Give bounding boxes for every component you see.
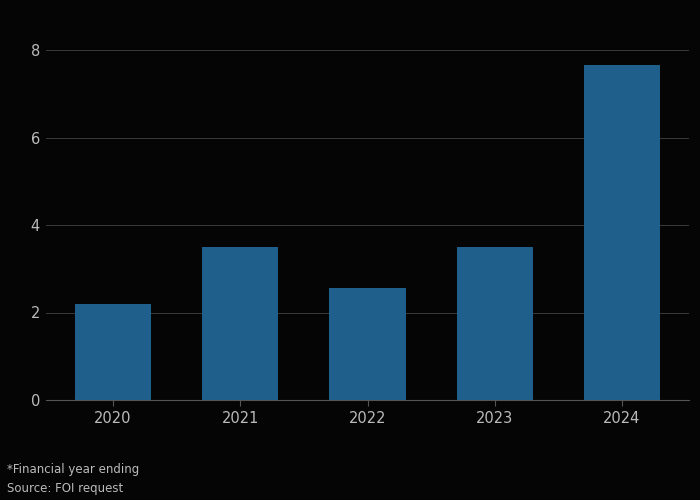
Bar: [202, 247, 279, 400]
Text: *Financial year ending
Source: FOI request: *Financial year ending Source: FOI reque…: [7, 463, 139, 495]
Bar: [456, 247, 533, 400]
Bar: [584, 66, 660, 400]
Bar: [75, 304, 151, 400]
Bar: [329, 288, 406, 400]
